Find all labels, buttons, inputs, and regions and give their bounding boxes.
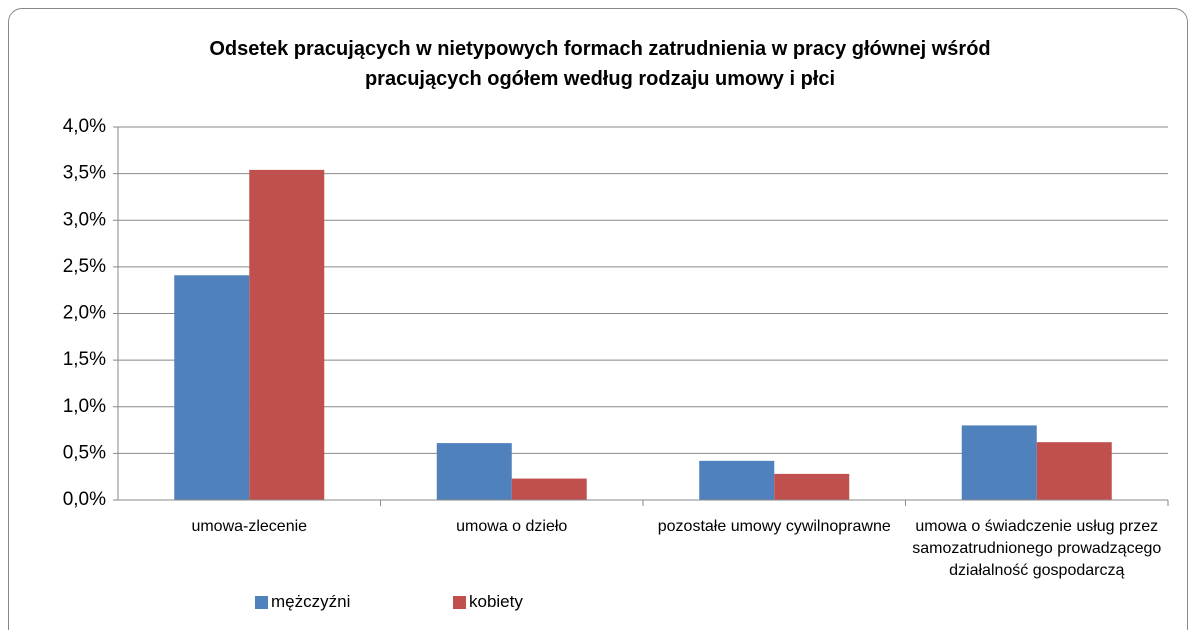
legend-label: kobiety: [469, 592, 523, 611]
bar: [774, 473, 850, 500]
bar: [961, 425, 1037, 500]
y-tick-label: 3,0%: [63, 209, 106, 230]
legend-item: kobiety: [453, 592, 523, 612]
chart-frame: [8, 8, 1188, 630]
y-tick-label: 2,0%: [63, 303, 106, 324]
x-tick-label: umowa o świadczenie usług przez samozatr…: [912, 518, 1162, 579]
chart-title: Odsetek pracujących w nietypowych formac…: [209, 38, 991, 90]
y-tick-label: 1,5%: [63, 349, 106, 370]
legend-swatch: [453, 595, 466, 609]
x-tick-label: umowa o dzieło: [456, 518, 568, 535]
y-tick-label: 1,0%: [63, 396, 106, 417]
y-tick-label: 0,5%: [63, 442, 106, 463]
bar: [699, 460, 775, 500]
y-tick-label: 3,5%: [63, 163, 106, 184]
y-tick-label: 2,5%: [63, 256, 106, 277]
x-tick-label: pozostałe umowy cywilnoprawne: [657, 518, 891, 535]
legend-label: mężczyźni: [271, 592, 351, 611]
bar: [174, 275, 250, 500]
x-tick-label: umowa-zlecenie: [191, 518, 308, 535]
bar: [249, 169, 325, 500]
bar: [511, 478, 587, 500]
bar: [436, 443, 512, 500]
y-tick-label: 4,0%: [63, 116, 106, 137]
legend-item: mężczyźni: [255, 592, 350, 612]
legend-swatch: [255, 595, 268, 609]
y-tick-label: 0,0%: [63, 489, 106, 510]
bar: [1036, 442, 1112, 500]
